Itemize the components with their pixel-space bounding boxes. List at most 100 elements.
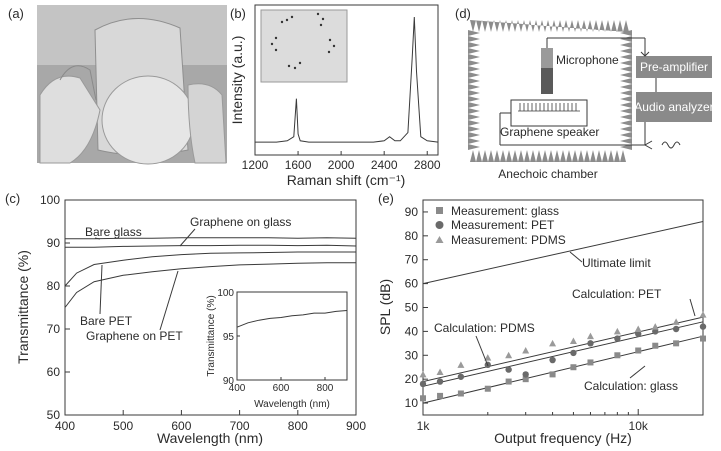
spl-y-tick-label: 90: [405, 205, 419, 219]
pdms-measurement-point: [651, 323, 659, 330]
raman-x-tick-label: 2000: [328, 158, 355, 172]
transmittance-x-axis-label: Wavelength (nm): [157, 430, 263, 446]
glass-measurement-point: [505, 378, 512, 385]
pet-measurement-point: [549, 356, 556, 364]
transmittance-series: [64, 237, 357, 308]
panel-label-d: (d): [455, 6, 471, 21]
legend-marker-pdms: [435, 236, 444, 243]
spl-measurement-points: [419, 311, 707, 402]
right-fingers: [187, 83, 227, 164]
transmittance-x-tick-label: 400: [55, 419, 75, 433]
transparent-disc: [101, 75, 195, 165]
left-fingers: [39, 75, 101, 164]
legend-marker-glass: [436, 207, 443, 214]
inset-x-tick-label: 800: [317, 383, 334, 394]
panel-b-raman: 1200 1600 2000 2400 2800 Raman shift (cm⁻¹) …: [229, 4, 441, 188]
transmittance-y-tick-label: 70: [47, 322, 61, 336]
transmittance-x-tick-label: 700: [230, 419, 250, 433]
anechoic-wedges-right: [620, 30, 632, 150]
annotation-calculation-glass-pointer: [629, 365, 646, 379]
transmittance-series-line-1: [65, 244, 357, 248]
raman-plot-frame: [254, 4, 439, 156]
arrow-to-speaker: [643, 140, 653, 150]
annotation-calculation-pdms: Calculation: PDMS: [434, 321, 535, 335]
inset-series-line-0: [236, 310, 348, 328]
transmittance-series-line-3: [64, 262, 356, 308]
pdms-measurement-point: [672, 318, 680, 325]
annotation-ultimate-limit-pointer: [569, 251, 583, 263]
microphone-label: Microphone: [556, 53, 619, 67]
left-finger-outline: [59, 65, 97, 101]
raman-inset-photo: [260, 9, 348, 83]
inset-y-axis-label: Transmittance (%): [206, 295, 217, 376]
glass-measurement-point: [700, 335, 706, 342]
pdms-measurement-point: [457, 361, 465, 368]
spl-line-3: [422, 221, 704, 285]
transmittance-y-axis-label: Transmittance (%): [15, 250, 31, 364]
spl-y-tick-label: 30: [405, 348, 419, 362]
glass-measurement-point: [457, 390, 464, 397]
raman-x-tick-label: 1200: [242, 158, 269, 172]
arrow-into-preamp: [640, 51, 650, 57]
pet-measurement-point: [570, 349, 577, 357]
spl-x-tick-label: 10k: [629, 419, 649, 433]
raman-spectrum-line: [255, 16, 439, 143]
raman-inset-pattern: [270, 12, 336, 70]
inset-frame: [236, 291, 348, 381]
raman-y-axis-label: Intensity (a.u.): [229, 36, 245, 125]
spl-y-tick-label: 70: [405, 253, 419, 267]
glass-measurement-point: [570, 364, 577, 371]
pdms-measurement-point: [613, 327, 621, 335]
pdms-measurement-point: [586, 332, 594, 340]
transmittance-y-tick-label: 100: [40, 193, 60, 207]
spl-y-ticks: 10 20 30 40 50 60 70 80 90: [405, 205, 428, 410]
pdms-measurement-point: [505, 351, 513, 359]
preamp-label: Pre-amplifier: [640, 60, 708, 74]
spl-legend: Measurement: glass Measurement: PET Meas…: [435, 204, 566, 247]
pet-measurement-point: [457, 373, 465, 380]
pet-measurement-point: [505, 366, 512, 373]
raman-x-axis-label: Raman shift (cm⁻¹): [287, 172, 406, 188]
annotation-graphene-on-glass-pointer: [179, 228, 196, 247]
glass-measurement-point: [437, 392, 444, 399]
raman-x-tick-label: 2800: [414, 158, 441, 172]
panel-label-e: (e): [378, 191, 394, 206]
inset-x-axis-label: Wavelength (nm): [254, 399, 330, 410]
raman-x-ticks: 1200 1600 2000 2400 2800: [242, 151, 441, 172]
panel-label-b: (b): [230, 6, 246, 21]
annotation-calculation-pet-pointer: [689, 298, 696, 317]
annotation-calculation-pdms-pointer: [475, 335, 489, 367]
preamp-box: [636, 56, 712, 78]
legend-marker-pet: [435, 221, 444, 229]
raman-x-tick-label: 1600: [285, 158, 312, 172]
transmittance-x-tick-label: 900: [346, 419, 366, 433]
spl-y-tick-label: 80: [405, 229, 419, 243]
pdms-measurement-point: [634, 325, 642, 332]
inset-y-ticks: 90 95 100: [217, 288, 240, 387]
pet-measurement-point: [419, 380, 427, 388]
transmittance-x-ticks: 400 500 600 700 800 900: [55, 410, 366, 433]
glass-measurement-point: [614, 352, 621, 359]
annotation-calculation-glass: Calculation: glass: [584, 379, 678, 393]
pdms-measurement-point: [436, 368, 444, 375]
spl-x-tick-label: 1k: [417, 419, 431, 433]
anechoic-wedges-top: [470, 20, 629, 32]
chamber-label: Anechoic chamber: [498, 167, 597, 181]
transmittance-y-ticks: 50 60 70 80 90 100: [40, 193, 70, 422]
anechoic-wedges-left: [468, 30, 480, 150]
annotation-bare-pet: Bare PET: [80, 314, 133, 328]
glass-measurement-point: [522, 376, 529, 383]
annotation-bare-glass-pointer: [94, 237, 101, 240]
pet-measurement-point: [672, 325, 680, 333]
pdms-measurement-point: [549, 339, 557, 347]
transmittance-x-tick-label: 500: [113, 419, 133, 433]
pet-measurement-point: [436, 378, 444, 385]
graphene-speaker-icon: [518, 103, 580, 112]
spl-x-ticks: 1k 10k: [417, 409, 704, 433]
transmittance-y-tick-label: 60: [47, 365, 61, 379]
microphone-grille: [541, 48, 553, 68]
pdms-measurement-point: [699, 311, 707, 318]
pet-measurement-point: [587, 340, 594, 347]
pet-measurement-point: [699, 323, 707, 330]
analyzer-box: [636, 92, 712, 122]
